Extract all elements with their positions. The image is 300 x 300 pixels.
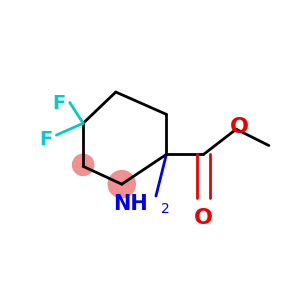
Text: 2: 2 — [161, 202, 170, 216]
Circle shape — [72, 154, 94, 176]
Text: O: O — [194, 208, 213, 228]
Text: F: F — [39, 130, 52, 149]
Circle shape — [107, 170, 136, 198]
Text: O: O — [230, 117, 249, 137]
Text: F: F — [53, 94, 66, 112]
Text: NH: NH — [113, 194, 148, 214]
